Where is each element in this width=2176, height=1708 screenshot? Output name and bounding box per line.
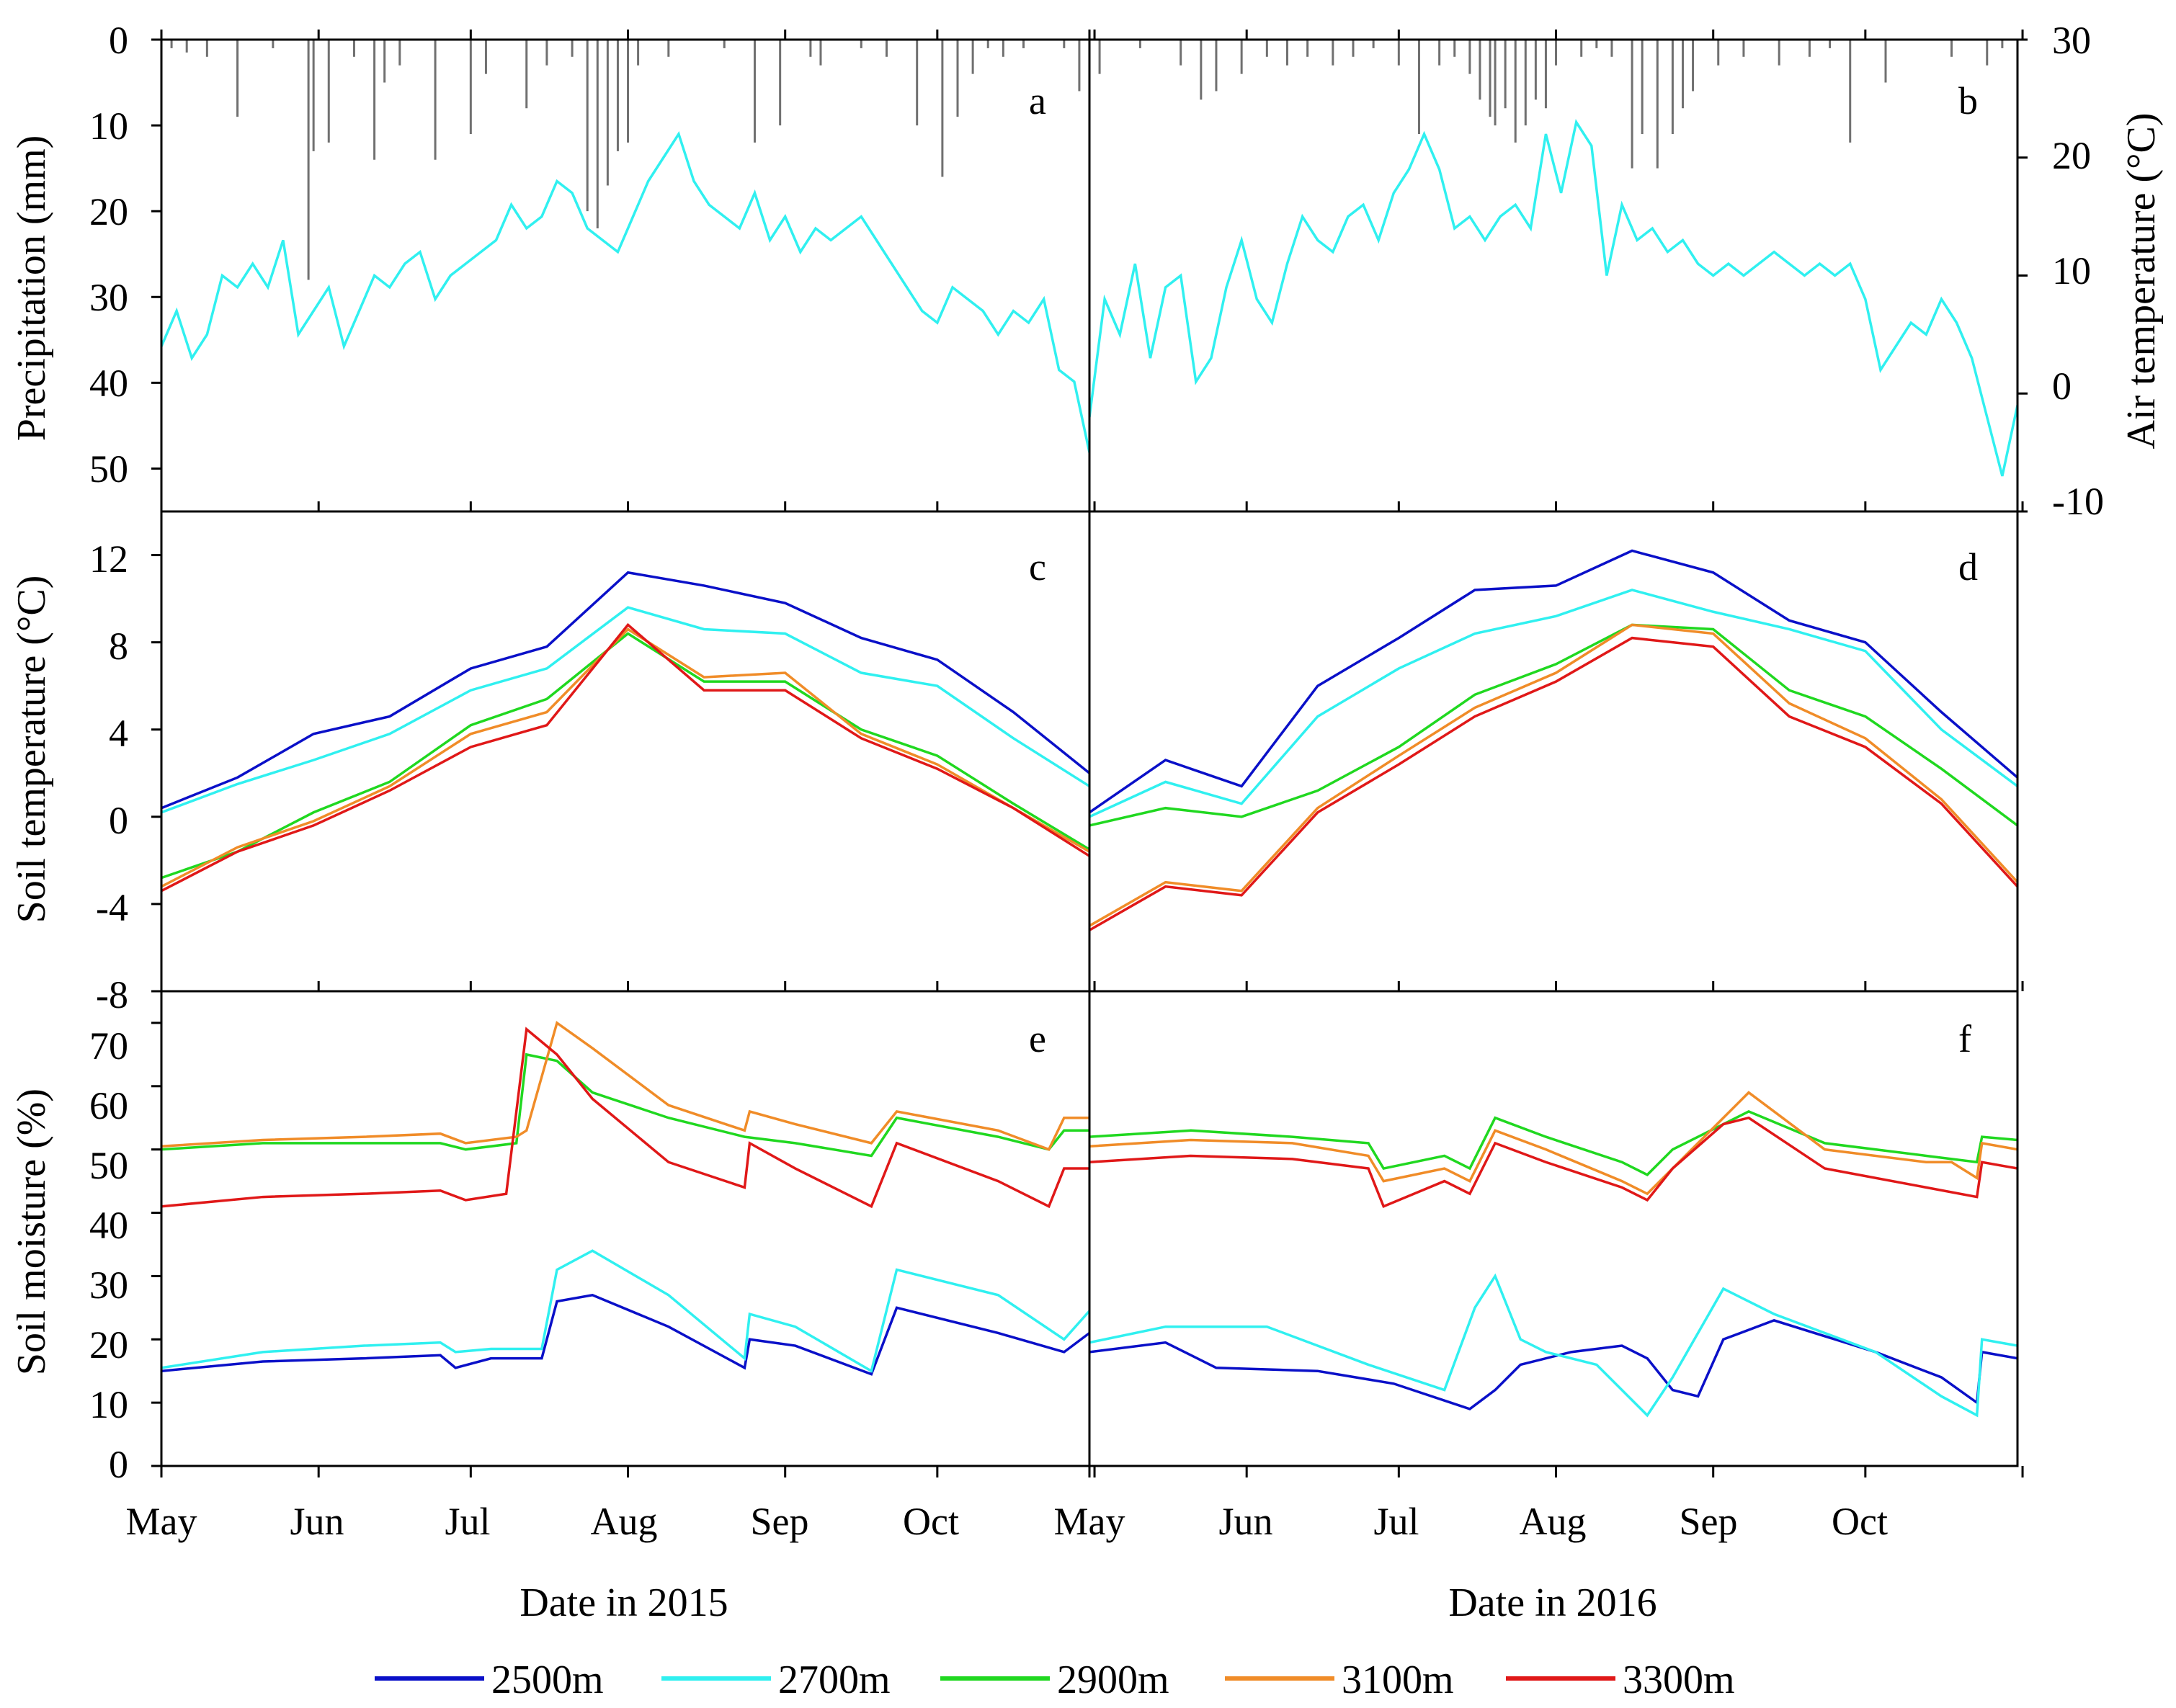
tick-label-moisture-0: 0 (109, 1443, 128, 1486)
tick-label-soiltemp-minus4: -4 (96, 886, 128, 929)
soil-temp-line-2700m-2015 (161, 606, 1089, 814)
y-axis-title-soil-moisture: Soil moisture (%) (9, 1088, 54, 1375)
soil-moisture-line-2700m-2015 (161, 1249, 1089, 1373)
soil-temp-line-3100m-2016 (1089, 623, 2017, 927)
tick-label-precip-30: 30 (89, 276, 128, 319)
panel-label-e: e (1029, 1017, 1046, 1060)
soil-temp-line-3300m-2016 (1089, 636, 2017, 931)
panel-mid-2016 (1089, 549, 2017, 931)
soil-moisture-line-2500m-2016 (1089, 1319, 2017, 1410)
x-tick-2016-oct: Oct (1832, 1500, 1888, 1543)
y-axis-title-precipitation: Precipitation (mm) (9, 135, 54, 442)
x-tick-2015-may: May (126, 1500, 197, 1543)
tick-label-moisture-60: 60 (89, 1084, 128, 1127)
y-axis-title-soil-temperature: Soil temperature (°C) (9, 576, 54, 924)
tick-label-precip-50: 50 (89, 447, 128, 491)
x-tick-2015-end-may: May (1054, 1500, 1125, 1543)
tick-label-moisture-10: 10 (89, 1383, 128, 1426)
air-temperature-line-2016 (1089, 119, 2017, 477)
panel-label-c: c (1029, 545, 1046, 589)
x-tick-2016-aug: Aug (1520, 1500, 1587, 1543)
tick-label-moisture-40: 40 (89, 1204, 128, 1247)
tick-label-soiltemp-0: 0 (109, 799, 128, 842)
soil-moisture-line-3100m-2016 (1089, 1091, 2017, 1196)
soil-temp-line-3100m-2015 (161, 627, 1089, 888)
x-axis-title-2015: Date in 2015 (520, 1580, 728, 1625)
panel-label-f: f (1958, 1017, 1971, 1060)
panel-mid-2015 (161, 571, 1089, 893)
soil-temp-line-2900m-2015 (161, 632, 1089, 880)
panel-bot-2016 (1089, 1091, 2017, 1418)
x-tick-2015-jul: Jul (445, 1500, 490, 1543)
panel-label-d: d (1958, 545, 1978, 589)
soil-moisture-line-3300m-2016 (1089, 1116, 2017, 1209)
tick-label-air-10: 10 (2052, 249, 2091, 292)
tick-label-air-0: 0 (2052, 365, 2072, 408)
soil-temp-line-2500m-2016 (1089, 549, 2017, 814)
soil-temp-line-2900m-2016 (1089, 623, 2017, 827)
soil-temp-line-2500m-2015 (161, 571, 1089, 810)
tick-label-precip-20: 20 (89, 190, 128, 233)
tick-label-precip-40: 40 (89, 362, 128, 405)
tick-label-air-minus10: -10 (2052, 480, 2104, 523)
legend-label-2900m: 2900m (1057, 1658, 1169, 1702)
x-axis-title-2016: Date in 2016 (1448, 1580, 1656, 1625)
legend-label-2700m: 2700m (778, 1658, 891, 1702)
soil-moisture-line-2700m-2016 (1089, 1273, 2017, 1418)
panel-label-b: b (1958, 79, 1978, 122)
tick-label-moisture-20: 20 (89, 1323, 128, 1367)
tick-label-soiltemp-minus8: -8 (96, 973, 128, 1016)
legend-label-3300m: 3300m (1623, 1658, 1735, 1702)
soil-temp-line-2700m-2016 (1089, 589, 2017, 818)
soil-moisture-line-2900m-2015 (161, 1052, 1089, 1158)
axes-frames (151, 30, 2028, 1477)
tick-label-moisture-70: 70 (89, 1024, 128, 1068)
tick-label-precip-10: 10 (89, 104, 128, 148)
x-tick-2015-aug: Aug (591, 1500, 658, 1543)
x-tick-2015-oct: Oct (903, 1500, 959, 1543)
soil-temp-line-3300m-2015 (161, 622, 1089, 893)
tick-label-moisture-30: 30 (89, 1264, 128, 1307)
soil-moisture-line-2500m-2015 (161, 1293, 1089, 1376)
panel-top-2016 (1089, 40, 2017, 477)
tick-label-soiltemp-12: 12 (89, 537, 128, 581)
x-tick-2016-sep: Sep (1680, 1500, 1738, 1543)
panel-bot-2015 (161, 1021, 1089, 1376)
tick-label-soiltemp-4: 4 (109, 712, 128, 755)
air-temperature-line-2015 (161, 130, 1089, 453)
panel-top-2015 (161, 40, 1089, 453)
tick-label-moisture-50: 50 (89, 1144, 128, 1187)
soil-moisture-line-2900m-2016 (1089, 1110, 2017, 1176)
panel-label-a: a (1029, 79, 1046, 122)
x-tick-2016-jun: Jun (1218, 1500, 1272, 1543)
x-tick-2015-sep: Sep (751, 1500, 809, 1543)
legend-label-3100m: 3100m (1342, 1658, 1454, 1702)
tick-label-precip-0: 0 (109, 19, 128, 62)
tick-label-air-30: 30 (2052, 19, 2091, 62)
tick-label-soiltemp-8: 8 (109, 625, 128, 668)
soil-moisture-line-3100m-2015 (161, 1021, 1089, 1151)
x-tick-2016-jul: Jul (1373, 1500, 1419, 1543)
x-tick-2015-jun: Jun (290, 1500, 344, 1543)
legend-label-2500m: 2500m (491, 1658, 604, 1702)
y-axis-title-air-temperature: Air temperature (°C) (2119, 112, 2164, 449)
soil-moisture-line-3300m-2015 (161, 1027, 1089, 1209)
legend: 2500m 2700m 2900m 3100m 3300m (375, 1658, 1735, 1702)
tick-label-air-20: 20 (2052, 134, 2091, 177)
